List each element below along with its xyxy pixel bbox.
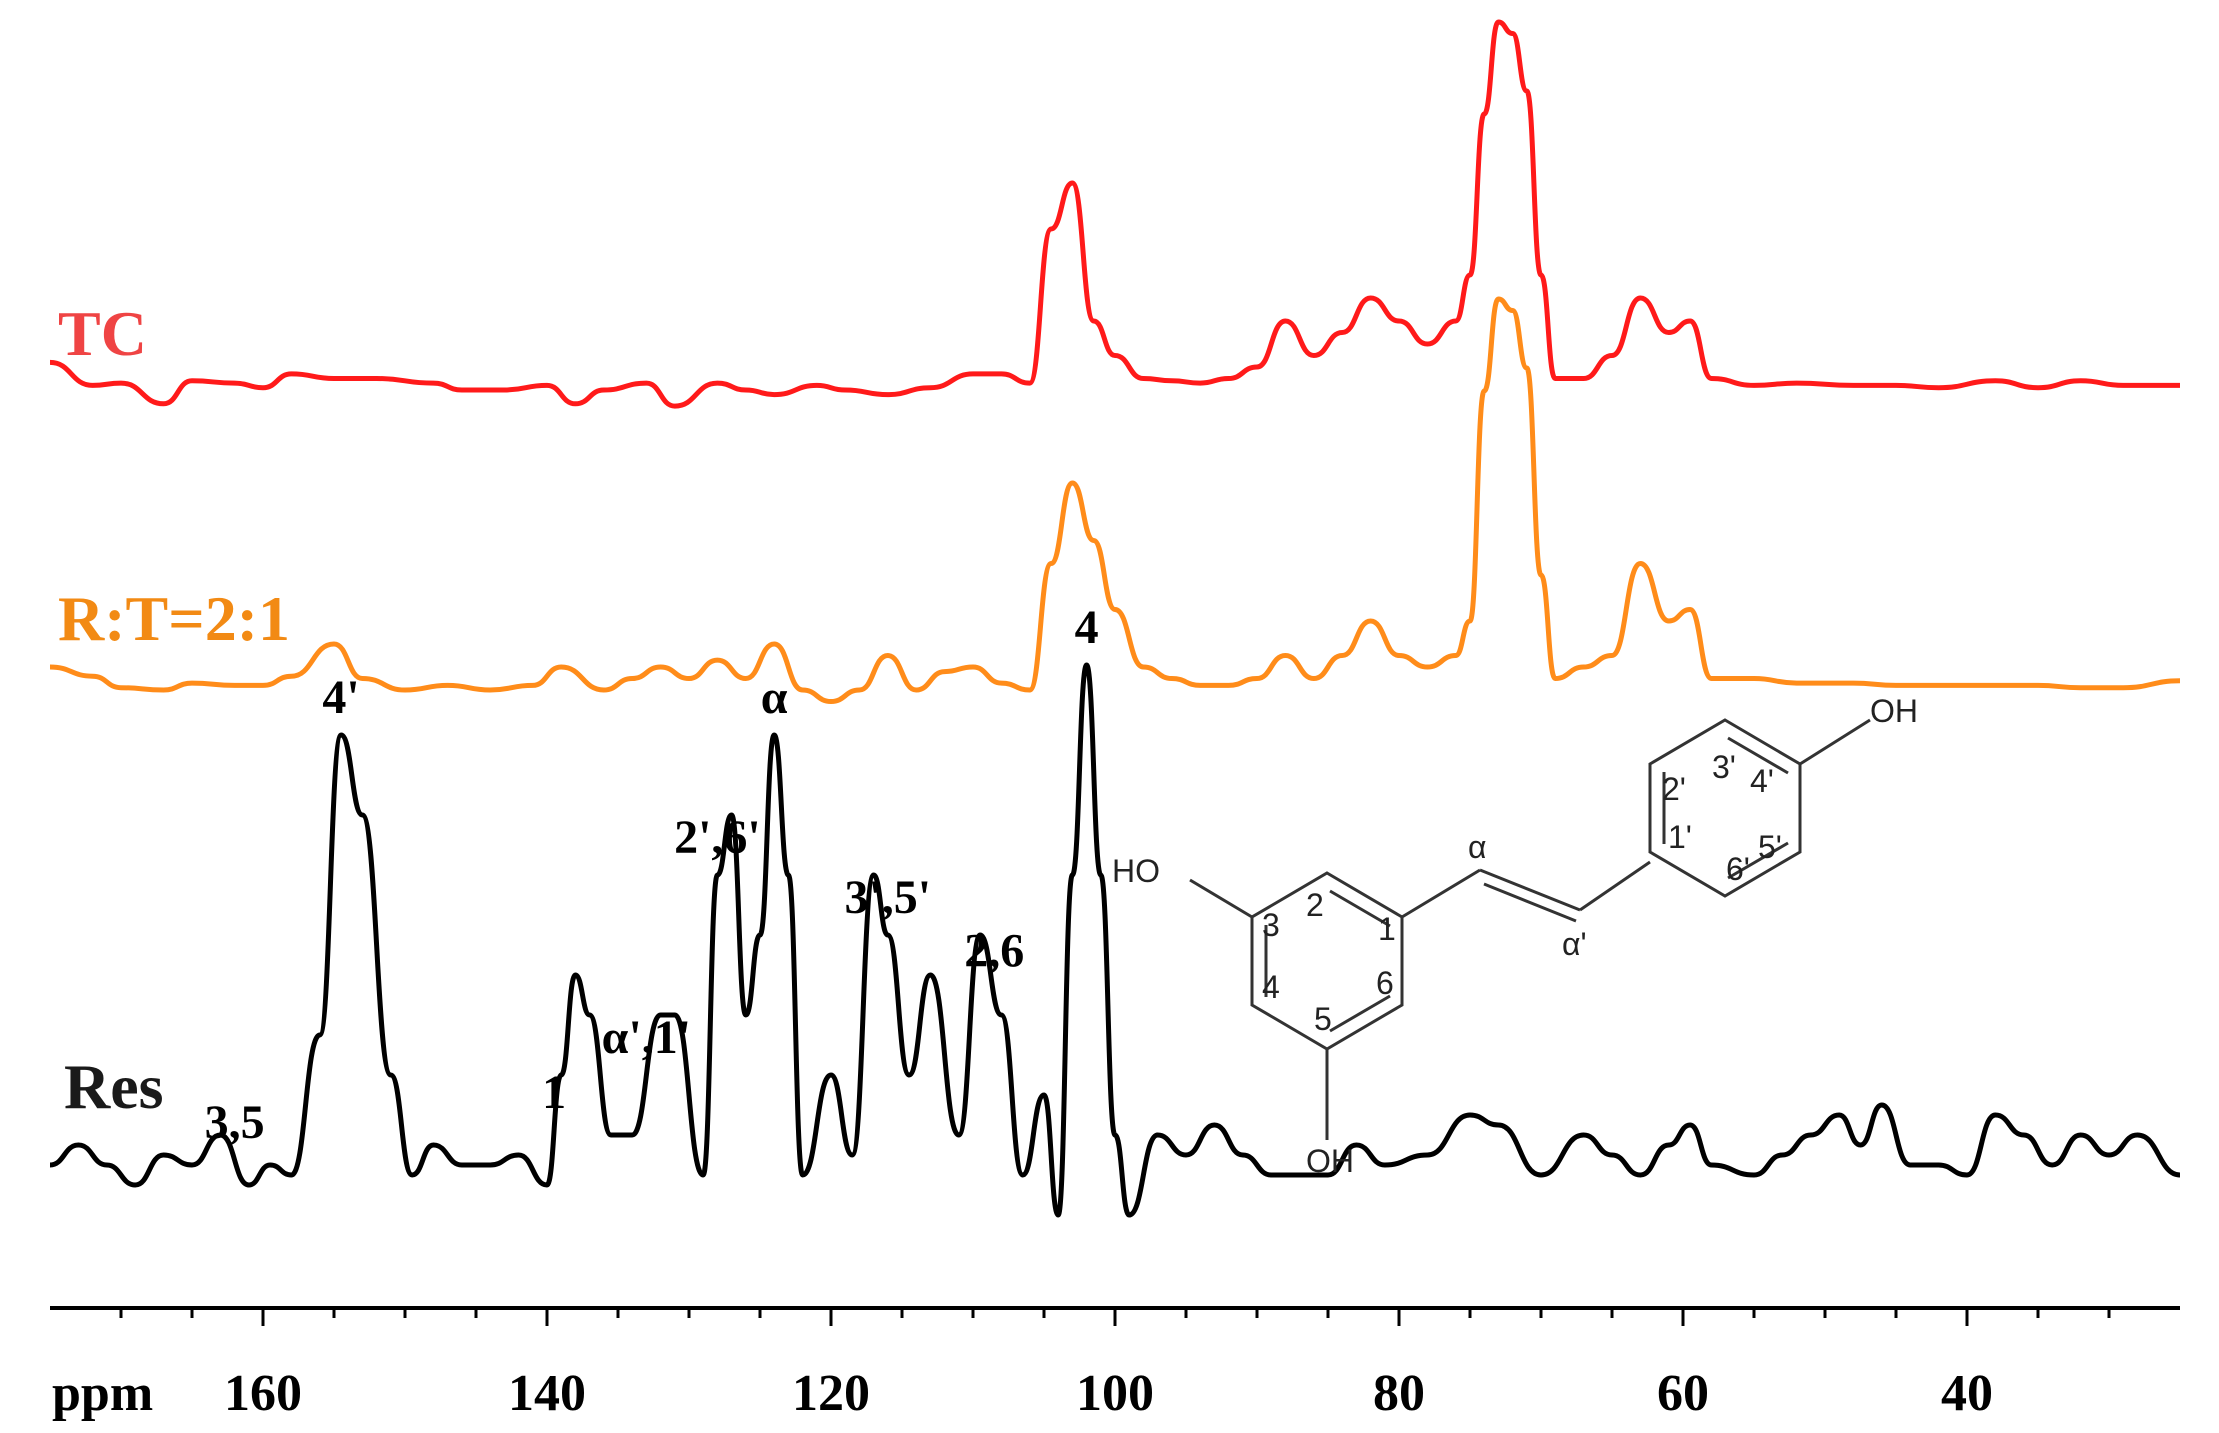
peak-label: 4 bbox=[1075, 601, 1099, 654]
right-benzene-ring bbox=[1648, 718, 1802, 898]
left-ring-inner-bonds-2 bbox=[1329, 889, 1391, 928]
x-tick-label: 60 bbox=[1657, 1365, 1709, 1422]
ho-left-label: HO bbox=[1112, 853, 1160, 889]
series-label-tc: TC bbox=[58, 298, 147, 369]
peak-label: 3,5 bbox=[205, 1096, 265, 1149]
series-label-rt: R:T=2:1 bbox=[58, 583, 290, 654]
series-line-r-t-2-1 bbox=[49, 296, 2181, 704]
bond-alpha-double bbox=[1483, 882, 1577, 923]
right-ring-number-3p: 3' bbox=[1712, 749, 1736, 785]
bond-alpha-2 bbox=[1479, 868, 1581, 912]
bond-alpha-1 bbox=[1401, 868, 1481, 919]
right-ring-number-2p: 2' bbox=[1662, 771, 1686, 807]
left-ring-number-3: 3 bbox=[1262, 907, 1280, 943]
right-ring-number-5p: 5' bbox=[1758, 829, 1782, 865]
left-ring-number-2: 2 bbox=[1306, 887, 1324, 923]
left-ring-number-6: 6 bbox=[1376, 965, 1394, 1001]
resveratrol-structure: OH HO OH α α' 3 2 1 4 5 6 2' 3' 4' 1' 6'… bbox=[1112, 693, 1918, 1179]
x-tick-label: 160 bbox=[224, 1365, 302, 1422]
x-tick-label: 40 bbox=[1941, 1365, 1993, 1422]
peak-label: α',1' bbox=[602, 1011, 691, 1064]
left-ring-number-5: 5 bbox=[1314, 1001, 1332, 1037]
left-ring-number-4: 4 bbox=[1262, 969, 1280, 1005]
left-ring-inner-bonds-3 bbox=[1329, 994, 1391, 1033]
right-ring-number-4p: 4' bbox=[1750, 763, 1774, 799]
x-tick-label: 140 bbox=[508, 1365, 586, 1422]
peak-label: 2',6' bbox=[674, 811, 761, 864]
peak-label: α bbox=[761, 671, 788, 724]
tick-layer: 160 140 120 100 80 60 40 bbox=[119, 1308, 2111, 1422]
peak-label: 1 bbox=[542, 1066, 566, 1119]
peak-label: 3',5' bbox=[844, 871, 931, 924]
oh-bottom-label: OH bbox=[1306, 1143, 1354, 1179]
peak-label: 2,6 bbox=[964, 924, 1024, 977]
left-ring-number-1: 1 bbox=[1378, 911, 1396, 947]
bond-alpha-3 bbox=[1579, 860, 1651, 912]
x-tick-label: 100 bbox=[1076, 1365, 1154, 1422]
alpha-prime-label: α' bbox=[1562, 926, 1587, 962]
right-ring-number-6p: 6' bbox=[1726, 851, 1750, 887]
right-ring-number-1p: 1' bbox=[1668, 819, 1692, 855]
series-layer bbox=[49, 19, 2181, 1218]
bond-oh-top bbox=[1799, 718, 1871, 766]
series-label-res: Res bbox=[64, 1051, 164, 1122]
x-tick-label: 120 bbox=[792, 1365, 870, 1422]
oh-top-label: OH bbox=[1870, 693, 1918, 729]
alpha-label: α bbox=[1468, 829, 1487, 865]
peak-label: 4' bbox=[322, 671, 359, 724]
right-ring-inner-bonds-2 bbox=[1727, 736, 1789, 775]
right-ring-inner-bonds-3 bbox=[1727, 841, 1789, 880]
x-tick-label: 80 bbox=[1373, 1365, 1425, 1422]
bond-ho-left bbox=[1189, 878, 1253, 919]
series-line-res bbox=[49, 662, 2181, 1218]
x-unit-label: ppm bbox=[52, 1365, 153, 1422]
peak-label-layer: 4' 3,5 1 α',1' 2',6' α 3',5' 2,6 4 bbox=[205, 601, 1099, 1149]
series-line-tc bbox=[49, 19, 2180, 409]
